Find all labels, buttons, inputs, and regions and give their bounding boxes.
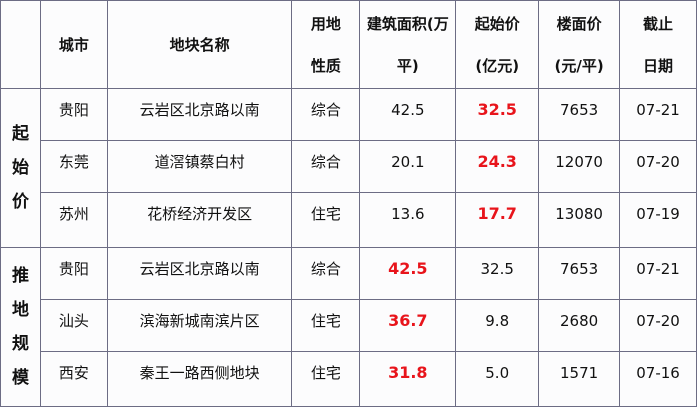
table-row: 起始价贵阳 云岩区北京路以南 综合 42.5 32.5 7653 07-21: [0, 88, 697, 248]
header-floor-price: 楼面价 (元/平): [538, 0, 621, 89]
table-row: 苏州 花桥经济开发区 住宅 13.6 17.7 13080 07-19: [1, 192, 697, 248]
table-row: 西安 秦王一路西侧地块 住宅 31.8 5.0 1571 07-16: [1, 351, 697, 407]
cell-date: 07-19: [619, 192, 697, 248]
cell-nature: 综合: [291, 247, 361, 300]
header-area: 建筑面积(万 平): [359, 0, 457, 89]
header-row: 城市 地块名称 用地性质 建筑面积(万 平) 起始价 (亿元) 楼面价 (元/平) 截…: [0, 0, 697, 89]
header-start-price-line: (亿元): [475, 56, 520, 75]
header-floor-price-line: (元/平): [554, 56, 604, 75]
cell-date: 07-20: [619, 140, 697, 193]
cell-floor-price: 7653: [538, 88, 621, 141]
header-name: 地块名称: [106, 0, 293, 89]
cell-floor-price: 13080: [538, 192, 621, 248]
table-row: 推地规模贵阳 云岩区北京路以南 综合 42.5 32.5 7653 07-21: [0, 247, 697, 407]
cell-date: 07-16: [619, 351, 697, 407]
cell-floor-price: 2680: [538, 299, 621, 352]
cell-city: 贵阳: [39, 88, 108, 141]
cell-nature: 综合: [291, 88, 361, 141]
header-date-line: 截止: [643, 14, 674, 33]
group-label-char: 始: [11, 158, 29, 178]
table-row: 汕头 滨海新城南滨片区 住宅 36.7 9.8 2680 07-20: [1, 299, 697, 352]
cell-floor-price: 7653: [538, 247, 621, 300]
cell-city: 汕头: [39, 299, 108, 352]
header-floor-price-line: 楼面价: [556, 14, 602, 33]
cell-city: 东莞: [39, 140, 108, 193]
cell-start-price: 5.0: [455, 351, 540, 407]
header-city: 城市: [39, 0, 108, 89]
cell-start-price: 17.7: [455, 192, 540, 248]
cell-name: 云岩区北京路以南: [106, 88, 293, 141]
group-label-char: 价: [11, 192, 29, 212]
group-label: 起始价: [0, 88, 41, 248]
cell-floor-price: 12070: [538, 140, 621, 193]
group-label-char: 推: [11, 266, 29, 286]
cell-name: 云岩区北京路以南: [106, 247, 293, 300]
cell-city: 贵阳: [39, 247, 108, 300]
cell-name: 秦王一路西侧地块: [106, 351, 293, 407]
cell-area: 20.1: [359, 140, 457, 193]
header-group: [0, 0, 41, 89]
cell-area: 42.5: [359, 247, 457, 300]
group-label-char: 规: [11, 334, 29, 354]
header-nature: 用地 性质: [291, 0, 361, 89]
cell-area: 31.8: [359, 351, 457, 407]
cell-start-price: 32.5: [455, 247, 540, 300]
cell-nature: 住宅: [291, 299, 361, 352]
group-label-char: 起: [11, 124, 29, 144]
header-nature-line: 用地: [310, 14, 341, 33]
cell-start-price: 9.8: [455, 299, 540, 352]
header-date: 截止 日期: [619, 0, 697, 89]
cell-nature: 住宅: [291, 192, 361, 248]
group-label-char: 地: [11, 300, 29, 320]
group-label: 推地规模: [0, 247, 41, 407]
cell-start-price: 24.3: [455, 140, 540, 193]
cell-city: 西安: [39, 351, 108, 407]
cell-name: 道滘镇蔡白村: [106, 140, 293, 193]
header-nature-line: 性质: [310, 56, 341, 75]
cell-area: 36.7: [359, 299, 457, 352]
header-area-line: 平): [396, 56, 419, 75]
cell-area: 13.6: [359, 192, 457, 248]
cell-date: 07-20: [619, 299, 697, 352]
header-start-price: 起始价 (亿元): [455, 0, 540, 89]
cell-date: 07-21: [619, 247, 697, 300]
cell-name: 滨海新城南滨片区: [106, 299, 293, 352]
cell-floor-price: 1571: [538, 351, 621, 407]
cell-city: 苏州: [39, 192, 108, 248]
cell-nature: 住宅: [291, 351, 361, 407]
header-date-line: 日期: [643, 56, 674, 75]
cell-nature: 综合: [291, 140, 361, 193]
cell-start-price: 32.5: [455, 88, 540, 141]
header-area-line: 建筑面积(万: [366, 14, 449, 33]
table-row: 东莞 道滘镇蔡白村 综合 20.1 24.3 12070 07-20: [1, 140, 697, 193]
cell-area: 42.5: [359, 88, 457, 141]
cell-name: 花桥经济开发区: [106, 192, 293, 248]
cell-date: 07-21: [619, 88, 697, 141]
group-label-char: 模: [11, 368, 29, 388]
header-start-price-line: 起始价: [474, 14, 520, 33]
